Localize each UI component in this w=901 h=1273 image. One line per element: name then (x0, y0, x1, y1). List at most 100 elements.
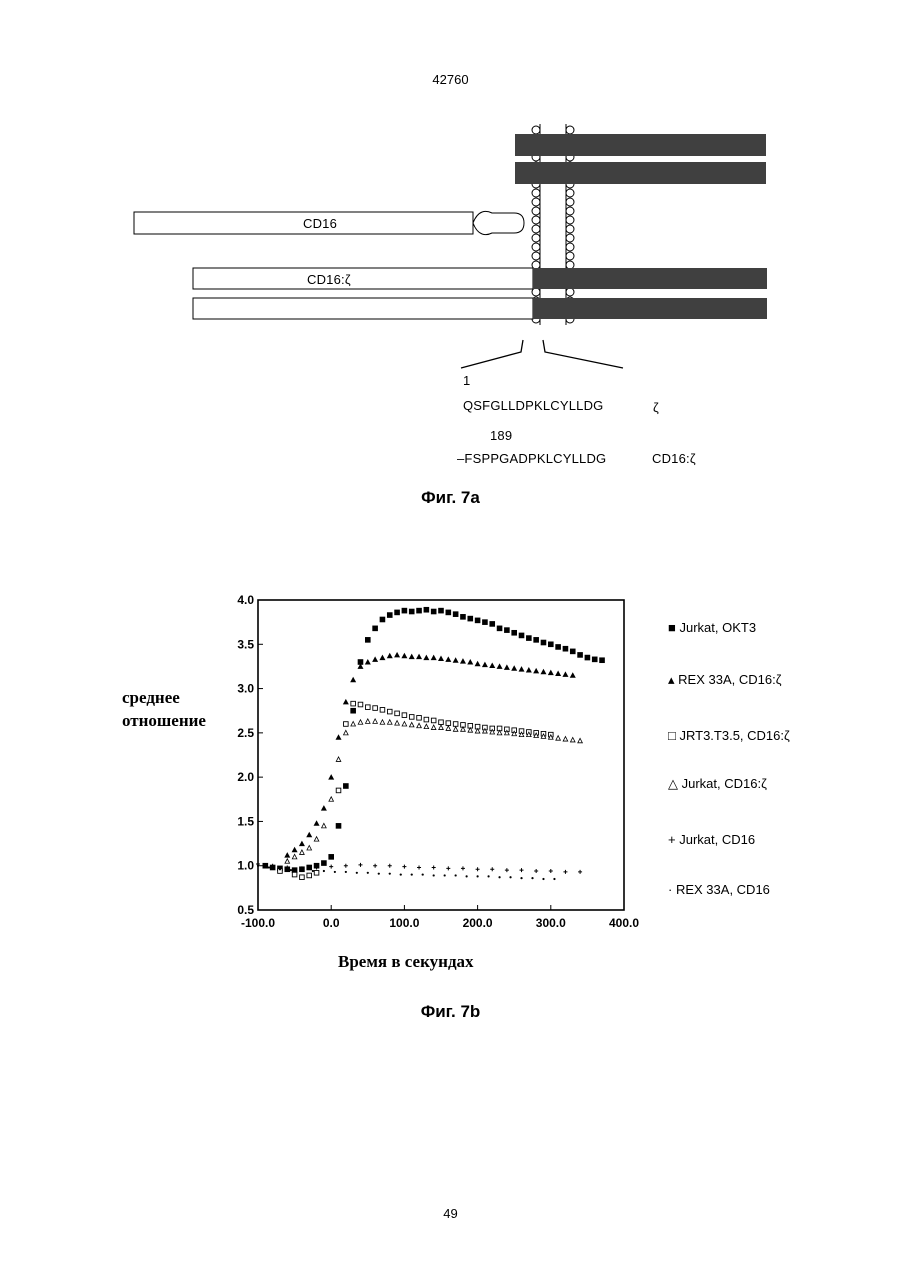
data-point (446, 610, 452, 616)
data-point (343, 783, 349, 789)
sequence-zeta: QSFGLLDPKLCYLLDG (463, 398, 603, 413)
data-point (395, 721, 400, 726)
lipid-head (532, 216, 540, 224)
data-point (387, 653, 393, 659)
data-point (540, 669, 546, 675)
x-tick-label: 200.0 (463, 916, 493, 930)
data-point (498, 876, 500, 878)
data-point (533, 637, 539, 643)
data-point (460, 614, 466, 620)
data-point (380, 720, 385, 725)
data-point (358, 863, 362, 867)
data-point (562, 671, 568, 677)
data-point (570, 672, 576, 678)
data-point (394, 652, 400, 658)
data-point (453, 722, 458, 727)
data-point (424, 724, 429, 729)
data-point (476, 867, 480, 871)
plus-icon: + (668, 832, 676, 847)
data-point (402, 722, 407, 727)
cd16-zeta-bar-1 (193, 268, 533, 289)
data-point (328, 774, 334, 780)
data-point (350, 677, 356, 683)
data-point (489, 621, 495, 627)
data-point (356, 872, 358, 874)
lipid-head (532, 189, 540, 197)
lipid-head (532, 234, 540, 242)
data-point (466, 875, 468, 877)
x-tick-label: 100.0 (389, 916, 419, 930)
legend-item-rex33a-cd16-zeta: ▴ REX 33A, CD16:ζ (668, 672, 781, 688)
data-point (300, 875, 305, 880)
sequence-cd16-zeta-name: CD16:ζ (652, 451, 696, 466)
data-point (438, 655, 444, 661)
data-point (345, 871, 347, 873)
page-number: 49 (0, 1206, 901, 1221)
lipid-head (566, 207, 574, 215)
data-point (467, 616, 473, 622)
cd16-zeta-dark-1 (533, 268, 767, 289)
chart-ylabel: среднее отношение (122, 686, 206, 732)
data-point (433, 874, 435, 876)
data-point (520, 877, 522, 879)
data-point (387, 720, 392, 725)
data-point (453, 727, 458, 732)
data-point (511, 665, 517, 671)
data-point (409, 654, 415, 660)
cd16-linker (473, 211, 524, 234)
data-point (563, 646, 569, 652)
data-point (570, 649, 576, 655)
data-point (505, 868, 509, 872)
legend-item-jurkat-okt3: ■ Jurkat, OKT3 (668, 620, 756, 635)
data-point (380, 708, 385, 713)
y-tick-label: 1.5 (237, 814, 254, 828)
data-point (402, 713, 407, 718)
data-point (322, 823, 327, 828)
data-point (389, 873, 391, 875)
data-point (284, 852, 290, 858)
data-point (423, 655, 429, 661)
sequence-cd16-zeta: –FSPPGADPKLCYLLDG (457, 451, 606, 466)
data-point (409, 722, 414, 727)
data-point (268, 866, 270, 868)
data-point (526, 635, 532, 641)
data-point (395, 711, 400, 716)
legend-label: JRT3.T3.5, CD16:ζ (679, 728, 789, 743)
cd16-zeta-bar-2 (193, 298, 533, 319)
data-point (438, 608, 444, 614)
data-point (585, 655, 591, 661)
figure-7a-schematic (0, 110, 901, 350)
data-point (387, 709, 392, 714)
legend-label: Jurkat, CD16 (679, 832, 755, 847)
data-point (336, 823, 342, 829)
data-point (504, 627, 510, 633)
lipid-head (566, 126, 574, 134)
data-point (446, 721, 451, 726)
chart-ylabel-line-1: среднее (122, 686, 206, 709)
data-point (344, 722, 349, 727)
sequence-index-189: 189 (490, 428, 512, 443)
figure-7b-chart: 0.51.01.52.02.53.03.54.0-100.00.0100.020… (220, 590, 670, 940)
data-point (285, 859, 290, 864)
x-tick-label: 300.0 (536, 916, 566, 930)
data-point (424, 607, 430, 613)
data-point (519, 633, 525, 639)
data-point (314, 820, 320, 826)
data-point (409, 715, 414, 720)
chart-frame (258, 600, 624, 910)
data-point (416, 608, 422, 614)
dark-domain-top-2 (515, 162, 766, 184)
dot-icon: · (668, 882, 672, 897)
y-tick-label: 0.5 (237, 903, 254, 917)
data-point (534, 869, 538, 873)
data-point (482, 662, 488, 668)
data-point (411, 873, 413, 875)
data-point (321, 860, 327, 866)
data-point (365, 637, 371, 643)
lipid-head (532, 225, 540, 233)
data-point (489, 663, 495, 669)
x-tick-label: -100.0 (241, 916, 275, 930)
data-point (299, 841, 305, 847)
data-point (292, 872, 297, 877)
legend-label: Jurkat, CD16:ζ (682, 776, 767, 791)
